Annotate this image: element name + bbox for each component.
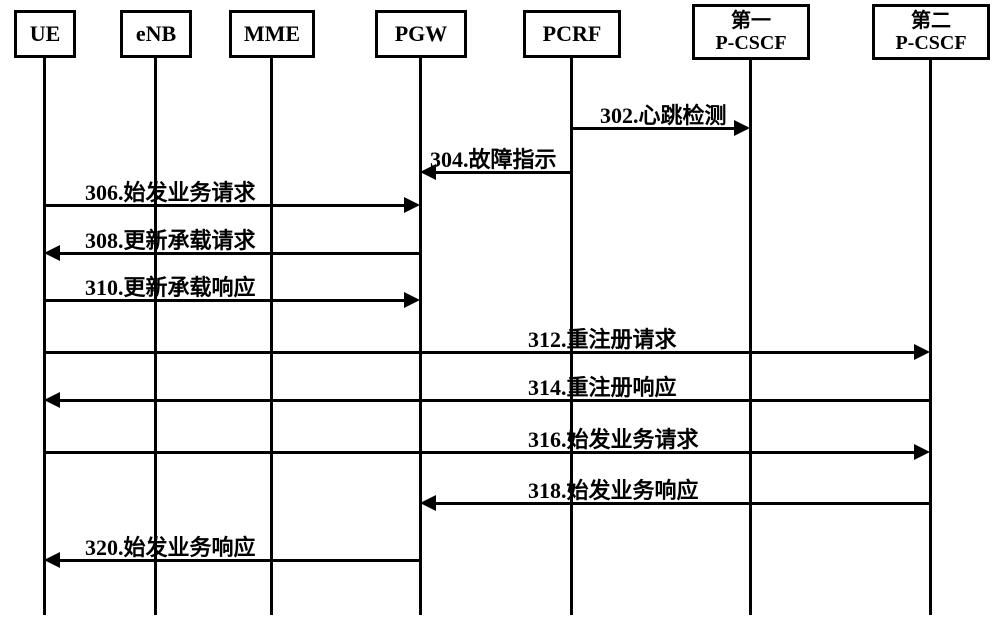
actor-enb: eNB <box>120 10 192 58</box>
lifeline-pcscf2 <box>929 60 932 615</box>
msg-arrowhead-m302 <box>734 120 750 136</box>
msg-arrowhead-m306 <box>404 197 420 213</box>
lifeline-ue <box>43 58 46 615</box>
msg-arrow-m312 <box>44 351 916 354</box>
msg-arrow-m314 <box>58 399 930 402</box>
msg-arrow-m320 <box>58 559 420 562</box>
actor-pcrf: PCRF <box>523 10 621 58</box>
msg-label-m312: 312.重注册请求 <box>528 322 677 354</box>
sequence-diagram: UE eNB MME PGW PCRF 第一 P-CSCF 第二 P-CSCF 302.心跳检… <box>0 0 1000 622</box>
msg-arrowhead-m314 <box>44 392 60 408</box>
actor-pgw: PGW <box>375 10 467 58</box>
msg-arrowhead-m308 <box>44 245 60 261</box>
msg-arrow-m316 <box>44 451 916 454</box>
msg-label-m318: 318.始发业务响应 <box>528 473 699 505</box>
msg-arrow-m318 <box>434 502 930 505</box>
msg-label-m320: 320.始发业务响应 <box>85 530 256 562</box>
msg-label-m302: 302.心跳检测 <box>600 98 727 130</box>
msg-arrow-m304 <box>434 171 571 174</box>
actor-pcscf1: 第一 P-CSCF <box>692 4 810 60</box>
msg-label-m316: 316.始发业务请求 <box>528 422 699 454</box>
msg-arrow-m302 <box>571 127 736 130</box>
msg-label-m304: 304.故障指示 <box>430 142 557 174</box>
actor-mme: MME <box>229 10 315 58</box>
lifeline-mme <box>270 58 273 615</box>
msg-arrowhead-m318 <box>420 495 436 511</box>
msg-arrowhead-m304 <box>420 164 436 180</box>
lifeline-pgw <box>419 58 422 615</box>
actor-pcscf2: 第二 P-CSCF <box>872 4 990 60</box>
msg-arrow-m308 <box>58 252 420 255</box>
msg-arrow-m306 <box>44 204 406 207</box>
actor-ue: UE <box>14 10 76 58</box>
msg-label-m314: 314.重注册响应 <box>528 370 677 402</box>
msg-arrow-m310 <box>44 299 406 302</box>
msg-arrowhead-m320 <box>44 552 60 568</box>
lifeline-pcscf1 <box>749 60 752 615</box>
msg-label-m306: 306.始发业务请求 <box>85 175 256 207</box>
msg-arrowhead-m312 <box>914 344 930 360</box>
msg-label-m310: 310.更新承载响应 <box>85 270 256 302</box>
msg-arrowhead-m310 <box>404 292 420 308</box>
msg-arrowhead-m316 <box>914 444 930 460</box>
msg-label-m308: 308.更新承载请求 <box>85 223 256 255</box>
